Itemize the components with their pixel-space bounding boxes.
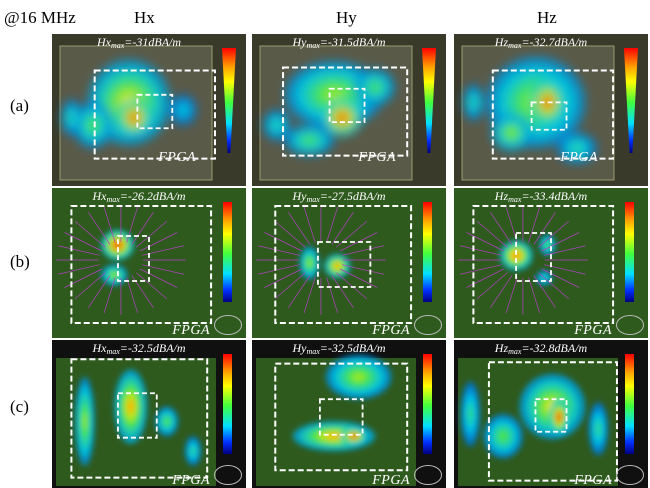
max-field-prefix: Hx: [92, 341, 107, 355]
fpga-outline-box: [274, 362, 409, 472]
colorbar: [223, 354, 232, 454]
column-header-hy: Hy: [336, 8, 357, 27]
max-field-subscript: max: [106, 195, 120, 204]
max-field-label: Hzmax=-32.7dBA/m: [454, 35, 648, 50]
max-field-value: =-33.4dBA/m: [521, 189, 588, 203]
fpga-outline-box: [70, 358, 209, 479]
field-map-panel: Hxmax=-26.2dBA/m FPGA: [52, 188, 246, 338]
fpga-label: FPGA: [158, 150, 196, 165]
die-outline-box: [530, 101, 568, 131]
field-map-panel: Hzmax=-32.7dBA/m FPGA: [454, 34, 648, 186]
max-field-subscript: max: [306, 41, 320, 50]
heatmap: [52, 34, 246, 186]
colorbar: [423, 354, 432, 454]
axis-orientation-icon: [214, 315, 242, 335]
die-outline-box: [328, 87, 366, 124]
row-label-a: (a): [10, 96, 29, 115]
heatmap: [454, 188, 648, 338]
max-field-subscript: max: [508, 195, 522, 204]
max-field-prefix: Hz: [494, 35, 509, 49]
fpga-outline-box: [93, 69, 216, 160]
field-map-panel: Hymax=-31.5dBA/m FPGA: [252, 34, 446, 186]
fpga-outline-box: [487, 361, 618, 482]
axis-orientation-icon: [414, 315, 442, 335]
max-field-value: =-31dBA/m: [124, 35, 182, 49]
colorbar: [625, 202, 634, 302]
max-field-subscript: max: [110, 41, 125, 50]
axis-orientation-icon: [616, 315, 644, 335]
heatmap: [454, 34, 648, 186]
axis-orientation-icon: [214, 465, 242, 485]
fpga-label: FPGA: [372, 473, 410, 488]
max-field-subscript: max: [508, 347, 522, 356]
field-map-panel: Hxmax=-31dBA/m FPGA: [52, 34, 246, 186]
max-field-subscript: max: [306, 347, 320, 356]
max-field-label: Hxmax=-31dBA/m: [52, 35, 246, 50]
max-field-value: =-32.8dBA/m: [521, 341, 588, 355]
fpga-label: FPGA: [358, 150, 396, 165]
max-field-prefix: Hy: [292, 35, 307, 49]
max-field-label: Hzmax=-32.8dBA/m: [454, 341, 648, 356]
heatmap: [252, 34, 446, 186]
heatmap: [252, 188, 446, 338]
die-outline-box: [317, 241, 372, 288]
max-field-subscript: max: [508, 41, 522, 50]
max-field-prefix: Hx: [96, 35, 111, 49]
frequency-label: @16 MHz: [4, 8, 76, 27]
colorbar: [625, 354, 634, 454]
die-outline-box: [117, 235, 150, 282]
max-field-subscript: max: [306, 195, 320, 204]
max-field-label: Hzmax=-33.4dBA/m: [454, 189, 648, 204]
heatmap: [52, 188, 246, 338]
max-field-prefix: Hy: [292, 341, 307, 355]
field-map-panel: Hymax=-32.5dBA/m FPGA: [252, 340, 446, 488]
die-outline-box: [319, 398, 364, 436]
fpga-label: FPGA: [560, 150, 598, 165]
fpga-label: FPGA: [172, 473, 210, 488]
max-field-value: =-31.5dBA/m: [319, 35, 386, 49]
fpga-outline-box: [472, 205, 615, 324]
max-field-prefix: Hz: [494, 189, 509, 203]
field-map-panel: Hymax=-27.5dBA/m FPGA: [252, 188, 446, 338]
fpga-label: FPGA: [372, 323, 410, 338]
die-outline-box: [515, 232, 552, 282]
max-field-value: =-27.5dBA/m: [319, 189, 386, 203]
heatmap: [454, 340, 648, 488]
max-field-value: =-26.2dBA/m: [119, 189, 186, 203]
field-map-panel: Hzmax=-33.4dBA/m FPGA: [454, 188, 648, 338]
max-field-value: =-32.5dBA/m: [319, 341, 386, 355]
fpga-outline-box: [282, 66, 409, 157]
fpga-label: FPGA: [574, 323, 612, 338]
field-map-panel: Hzmax=-32.8dBA/m FPGA: [454, 340, 648, 488]
colorbar: [423, 202, 432, 302]
axis-orientation-icon: [616, 465, 644, 485]
max-field-label: Hymax=-32.5dBA/m: [252, 341, 446, 356]
column-header-hz: Hz: [537, 8, 557, 27]
row-label-c: (c): [10, 397, 29, 416]
fpga-outline-box: [70, 205, 213, 324]
axis-orientation-icon: [414, 465, 442, 485]
fpga-label: FPGA: [574, 473, 612, 488]
max-field-value: =-32.5dBA/m: [119, 341, 186, 355]
heatmap: [252, 340, 446, 488]
fpga-outline-box: [491, 69, 615, 160]
max-field-prefix: Hx: [92, 189, 107, 203]
max-field-prefix: Hy: [292, 189, 307, 203]
field-map-panel: Hxmax=-32.5dBA/m FPGA: [52, 340, 246, 488]
max-field-subscript: max: [106, 347, 120, 356]
max-field-value: =-32.7dBA/m: [521, 35, 588, 49]
row-label-b: (b): [10, 252, 30, 271]
max-field-prefix: Hz: [494, 341, 509, 355]
fpga-outline-box: [274, 205, 413, 324]
colorbar: [223, 202, 232, 302]
max-field-label: Hxmax=-26.2dBA/m: [52, 189, 246, 204]
heatmap: [52, 340, 246, 488]
fpga-label: FPGA: [172, 323, 210, 338]
max-field-label: Hymax=-31.5dBA/m: [252, 35, 446, 50]
column-header-hx: Hx: [134, 8, 155, 27]
max-field-label: Hymax=-27.5dBA/m: [252, 189, 446, 204]
die-outline-box: [136, 93, 174, 130]
max-field-label: Hxmax=-32.5dBA/m: [52, 341, 246, 356]
